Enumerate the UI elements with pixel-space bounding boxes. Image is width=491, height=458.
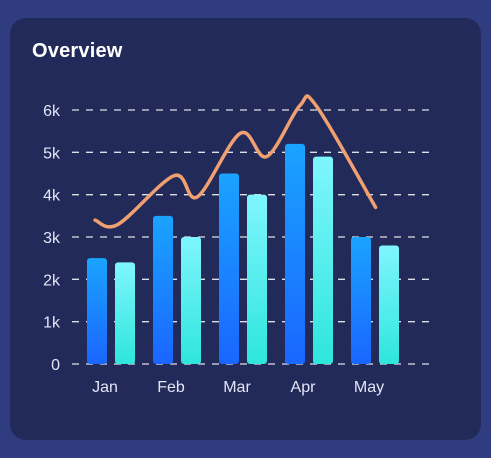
bar-series-1 [153, 215, 173, 364]
bar-series-1 [285, 143, 305, 364]
bar-series-1 [219, 173, 239, 364]
x-tick-label: May [354, 379, 384, 396]
y-tick-label: 2k [43, 272, 61, 289]
bar-series-1 [351, 237, 371, 364]
x-tick-label: Feb [157, 379, 185, 396]
y-tick-label: 0 [51, 357, 60, 374]
y-tick-label: 5k [43, 145, 61, 162]
overview-card: Overview [10, 18, 481, 440]
y-tick-label: 1k [43, 315, 61, 332]
trend-line [93, 94, 378, 229]
bar-series-2 [247, 194, 267, 364]
y-axis-ticks: 0 1k 2k 3k 4k 5k 6k [43, 103, 61, 374]
x-tick-label: Mar [223, 379, 251, 396]
bar-series-1 [87, 258, 107, 364]
bars [87, 143, 399, 364]
bar-series-2 [379, 245, 399, 364]
y-tick-label: 6k [43, 103, 61, 120]
x-axis-ticks: Jan Feb Mar Apr May [92, 379, 384, 396]
card-title: Overview [32, 40, 123, 62]
y-tick-label: 3k [43, 230, 61, 247]
bar-series-2 [313, 156, 333, 364]
bar-series-2 [115, 262, 135, 364]
bar-series-2 [181, 237, 201, 364]
x-tick-label: Jan [92, 379, 118, 396]
x-tick-label: Apr [291, 379, 317, 396]
y-tick-label: 4k [43, 188, 61, 205]
trend-line-group [93, 94, 378, 229]
